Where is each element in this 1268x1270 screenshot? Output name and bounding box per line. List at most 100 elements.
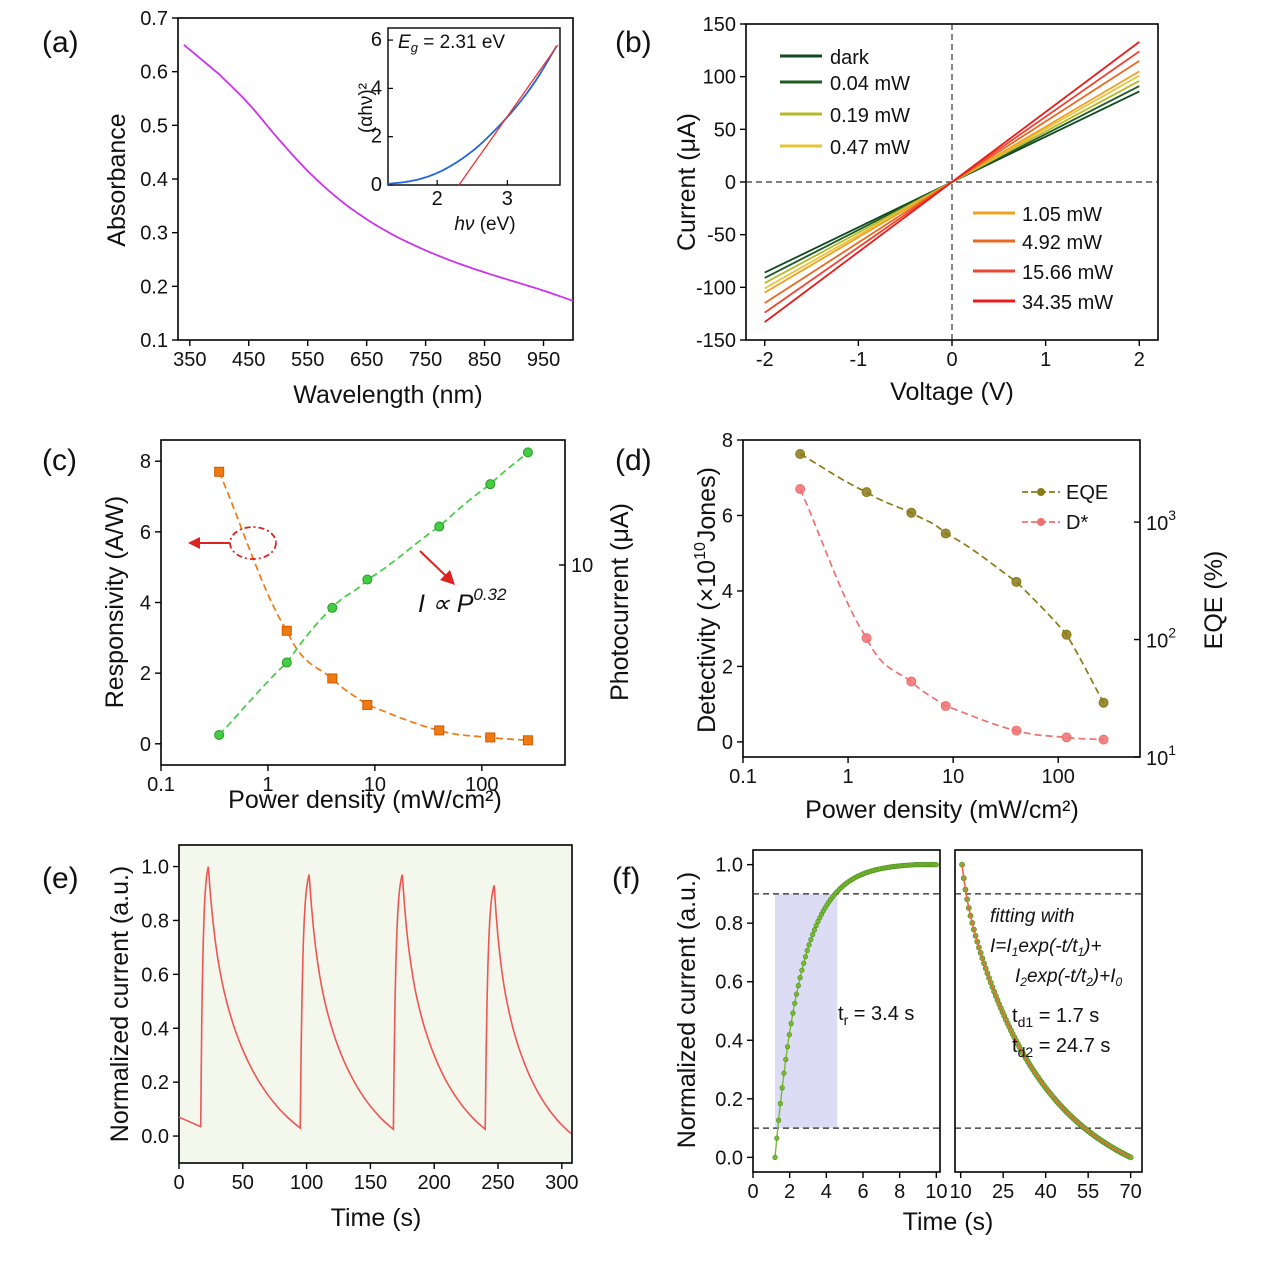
f-right-xaxis-tick-label: 25 [992, 1181, 1014, 1203]
right-arrow-head [440, 570, 455, 585]
d-xaxis-tick-label: 100 [1042, 766, 1075, 788]
rise-point [777, 1100, 783, 1107]
rise-point [788, 1020, 794, 1027]
detectivity-point [1098, 734, 1109, 745]
legend-entry: 0.04 mW [830, 73, 910, 95]
inset-y-tick-label: 2 [371, 126, 382, 148]
rise-time-subscript: r [844, 1012, 849, 1028]
fit-text: I [1015, 966, 1021, 987]
a-xaxis-tick-label: 750 [409, 349, 442, 371]
bandgap-symbol: E [398, 32, 411, 53]
panel-b: -2 -1 0 1 2 -150 -100 -50 0 50 100 150 dark 0.04 mW 0.… [615, 14, 1159, 406]
c-y-axis-label: Responsivity (A/W) [101, 496, 129, 709]
a-panel-label: (a) [42, 26, 79, 59]
e-xaxis-tick-label: 250 [481, 1172, 514, 1194]
iv-line-7 [764, 41, 1140, 323]
fit-text: )+I [1091, 966, 1116, 987]
photocurrent-point [327, 602, 338, 613]
c-xaxis-tick-label: 100 [465, 774, 498, 796]
f-right-xaxis-tick-label: 55 [1077, 1181, 1099, 1203]
a-xaxis-tick-label: 450 [232, 349, 265, 371]
detectivity-point [940, 701, 951, 712]
inset-x-axis-label: hν (eV) [454, 214, 515, 235]
rise-point [772, 1154, 778, 1160]
e-xaxis-tick-label: 200 [418, 1172, 451, 1194]
b-yaxis-tick-label: 100 [703, 67, 736, 89]
responsivity-point [485, 732, 496, 743]
photocurrent-point [485, 479, 496, 490]
d-legend-entry: EQE [1066, 482, 1108, 504]
rise-point [933, 862, 939, 868]
e-yaxis-tick-label: 0.2 [141, 1072, 169, 1094]
d-right-tick-exp: 1 [1168, 742, 1176, 758]
fit-text: )+ [1082, 936, 1101, 957]
rise-time-symbol: t [838, 1003, 844, 1025]
power-law-exponent: 0.32 [473, 585, 507, 604]
fit-equation-line: fitting with [990, 906, 1074, 927]
inset-x-tick-label: 3 [502, 188, 513, 210]
a-xaxis-tick-label: 950 [527, 349, 560, 371]
b-yaxis-tick-label: -100 [696, 277, 736, 299]
switching-curve [178, 866, 572, 1134]
rise-point [779, 1085, 785, 1091]
inset-y-axis-label: (αhν)² [356, 83, 377, 133]
responsivity-point [327, 673, 338, 684]
c-yaxis-tick-label: 0 [140, 734, 151, 756]
panel-c: 0.1 1 10 100 0 2 4 6 8 10 I ∝ P0.32 Power density (… [42, 439, 634, 814]
d-right-tick-label: 102 [1146, 625, 1176, 653]
e-xaxis-tick-label: 100 [290, 1172, 323, 1194]
a-yaxis-tick-label: 0.6 [140, 62, 168, 84]
a-yaxis-tick-label: 0.4 [140, 169, 168, 191]
a-x-axis-label: Wavelength (nm) [293, 381, 482, 409]
f-yaxis-tick-label: 0.4 [715, 1030, 743, 1052]
legend-entry: 0.47 mW [830, 137, 910, 159]
b-panel-label: (b) [615, 26, 652, 59]
d-y-axis-label: Detectivity (×1010Jones) [692, 467, 721, 733]
d-legend-marker [1037, 518, 1045, 526]
d-right-tick-exp: 2 [1168, 625, 1176, 641]
c-trend-line-0 [218, 471, 528, 742]
power-law-text: I ∝ P [418, 590, 474, 618]
rise-point [804, 947, 810, 954]
e-yaxis-tick-label: 0.4 [141, 1018, 169, 1040]
fit-subscript: 1 [1012, 945, 1019, 959]
rise-point [810, 931, 816, 938]
legend-entry: dark [830, 47, 870, 69]
rise-point [795, 983, 801, 989]
e-yaxis-tick-label: 0.8 [141, 910, 169, 932]
fit-equation-line: I2exp(-t/t2)+I0 [1015, 966, 1122, 989]
rise-point [808, 936, 814, 943]
rise-point [792, 1000, 798, 1006]
plot-frame-d [742, 439, 1141, 758]
panel-a: 350 450 550 650 750 850 950 0.1 0.2 0.3 0.4 0.5 0.6 0… [42, 8, 574, 409]
b-xaxis-tick-label: 0 [946, 349, 957, 371]
legend-entry: 15.66 mW [1022, 262, 1113, 284]
a-yaxis-tick-label: 0.3 [140, 223, 168, 245]
fit-text: exp(-t/t [1027, 966, 1087, 987]
f-left-xaxis-tick-label: 0 [747, 1181, 758, 1203]
c-xaxis-tick-label: 1 [262, 774, 273, 796]
e-x-axis-label: Time (s) [331, 1204, 422, 1232]
rise-point [790, 1010, 796, 1016]
photocurrent-point [214, 729, 225, 740]
d-right-tick-base: 10 [1146, 513, 1168, 535]
e-xaxis-tick-label: 300 [545, 1172, 578, 1194]
b-yaxis-tick-label: 150 [703, 14, 736, 36]
eqe-point [1011, 576, 1022, 587]
rise-point [775, 1117, 782, 1123]
d-yaxis-tick-label: 6 [722, 505, 733, 527]
photocurrent-point [362, 574, 373, 585]
d-right-y-axis-label: EQE (%) [1200, 551, 1228, 650]
detectivity-point [861, 633, 872, 644]
power-law-annotation: I ∝ P0.32 [418, 585, 507, 618]
b-xaxis-tick-label: -2 [756, 349, 774, 371]
c-x-axis-label: Power density (mW/cm²) [228, 786, 502, 814]
decay-time-1-subscript: d1 [1018, 1014, 1034, 1030]
e-xaxis-tick-label: 50 [232, 1172, 254, 1194]
f-x-axis-label: Time (s) [903, 1208, 994, 1236]
detectivity-point [1061, 732, 1072, 743]
absorbance-curve [183, 44, 574, 302]
d-xaxis-tick-label: 0.1 [729, 766, 757, 788]
decay-fit-curve [961, 864, 1132, 1159]
